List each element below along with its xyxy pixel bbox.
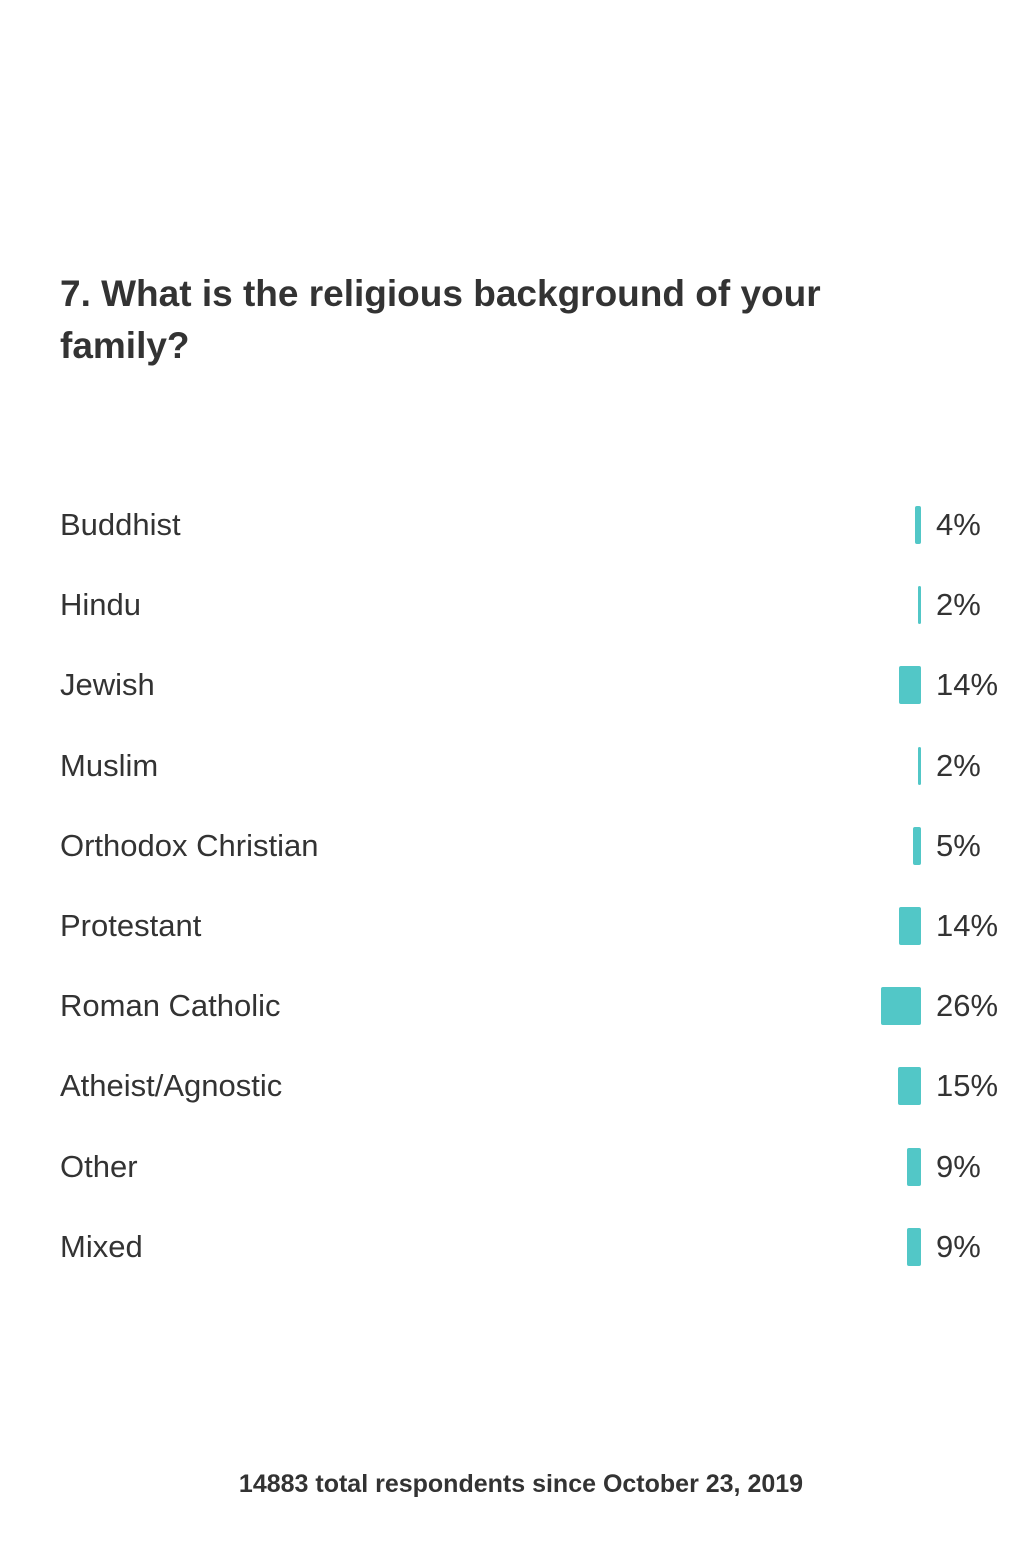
category-label: Muslim	[60, 746, 158, 786]
category-label: Orthodox Christian	[60, 826, 318, 866]
respondents-summary: 14883 total respondents since October 23…	[0, 1468, 1032, 1500]
percent-label: 2%	[936, 746, 981, 786]
percent-label: 9%	[936, 1227, 981, 1267]
percent-label: 5%	[936, 826, 981, 866]
percent-label: 2%	[936, 585, 981, 625]
value-bar	[881, 987, 921, 1025]
value-bar	[918, 586, 921, 624]
category-label: Protestant	[60, 906, 201, 946]
percent-label: 26%	[936, 986, 998, 1026]
percent-label: 14%	[936, 906, 998, 946]
value-bar	[899, 666, 921, 704]
value-bar	[907, 1148, 921, 1186]
percent-label: 14%	[936, 665, 998, 705]
category-label: Mixed	[60, 1227, 143, 1267]
value-bar	[899, 907, 921, 945]
percent-label: 9%	[936, 1147, 981, 1187]
value-bar	[918, 747, 921, 785]
category-label: Hindu	[60, 585, 141, 625]
percent-label: 15%	[936, 1066, 998, 1106]
category-label: Jewish	[60, 665, 155, 705]
category-label: Buddhist	[60, 505, 181, 545]
value-bar	[898, 1067, 921, 1105]
percent-label: 4%	[936, 505, 981, 545]
value-bar	[907, 1228, 921, 1266]
category-label: Atheist/Agnostic	[60, 1066, 282, 1106]
value-bar	[915, 506, 921, 544]
category-label: Roman Catholic	[60, 986, 281, 1026]
category-label: Other	[60, 1147, 138, 1187]
value-bar	[913, 827, 921, 865]
